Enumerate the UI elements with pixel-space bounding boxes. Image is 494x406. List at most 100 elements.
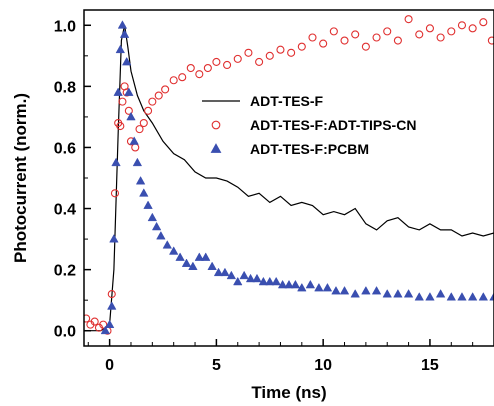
data-point: [297, 282, 307, 292]
data-point: [382, 289, 392, 298]
data-point: [371, 286, 382, 295]
legend-key-2: [210, 143, 222, 153]
data-point: [329, 27, 338, 36]
series-2: [100, 20, 494, 335]
data-point: [467, 292, 478, 301]
data-point: [436, 33, 445, 42]
data-point: [393, 289, 403, 298]
data-point: [351, 30, 360, 39]
data-point: [107, 301, 117, 310]
data-point: [100, 325, 111, 335]
data-point: [90, 317, 99, 326]
data-point: [168, 246, 179, 255]
data-point: [181, 258, 192, 267]
y-tick-label: 0.4: [54, 202, 76, 219]
data-point: [188, 261, 198, 270]
data-point: [203, 63, 212, 73]
data-point: [308, 33, 317, 42]
data-point: [297, 42, 306, 51]
data-point: [99, 320, 108, 329]
data-point: [403, 289, 414, 298]
legend-label: ADT-TES-F:ADT-TIPS-CN: [250, 117, 416, 133]
data-point: [319, 39, 328, 48]
data-point: [468, 24, 477, 33]
data-point: [252, 273, 262, 283]
plot-frame: [83, 9, 494, 347]
data-point: [245, 273, 256, 283]
data-point: [124, 87, 134, 96]
data-point: [489, 292, 494, 301]
data-point: [195, 70, 204, 79]
data-point: [305, 279, 316, 289]
legend-key-1: [211, 120, 221, 130]
data-point: [156, 231, 166, 240]
data-point: [116, 122, 125, 131]
data-point: [339, 286, 350, 295]
data-point: [331, 286, 341, 295]
data-point: [162, 240, 172, 249]
data-point: [135, 125, 144, 134]
x-tick-label: 10: [314, 357, 332, 374]
data-point: [265, 276, 275, 286]
data-point: [139, 188, 149, 197]
data-point: [414, 292, 424, 301]
x-tick-label: 5: [212, 357, 221, 374]
legend: ADT-TES-F ADT-TES-F:ADT-TIPS-CN ADT-TES-F:…: [202, 93, 416, 157]
series-layer: [84, 15, 494, 335]
data-point: [175, 252, 185, 261]
data-point: [110, 189, 120, 198]
data-point: [161, 85, 170, 94]
data-point: [404, 15, 413, 24]
data-point: [435, 289, 446, 298]
data-point: [178, 73, 187, 82]
data-point: [361, 42, 370, 51]
data-point: [118, 97, 127, 106]
x-axis: 0 5 10 15: [87, 339, 494, 374]
data-point: [446, 292, 456, 301]
data-point: [139, 118, 148, 128]
data-point: [233, 276, 243, 286]
data-point: [425, 292, 435, 301]
data-point: [135, 176, 146, 185]
data-point: [314, 282, 324, 292]
data-point: [265, 51, 274, 60]
x-axis-label: Time (ns): [251, 383, 326, 402]
data-point: [126, 111, 136, 121]
data-point: [144, 106, 153, 115]
data-point: [148, 97, 157, 106]
data-point: [207, 261, 217, 270]
legend-label: ADT-TES-F:PCBM: [250, 141, 369, 157]
data-point: [220, 267, 230, 277]
data-point: [131, 143, 140, 152]
data-point: [117, 20, 128, 29]
data-point: [287, 48, 296, 57]
data-point: [290, 279, 301, 289]
data-point: [425, 24, 434, 33]
data-point: [154, 91, 163, 100]
data-point: [322, 282, 333, 292]
y-tick-label: 1.0: [54, 18, 76, 35]
data-point: [151, 221, 162, 231]
data-point: [213, 267, 224, 277]
data-point: [457, 21, 467, 30]
data-point: [84, 314, 91, 323]
series-1: [84, 15, 494, 335]
data-point: [119, 29, 130, 38]
y-tick-label: 0.2: [54, 263, 76, 280]
data-point: [447, 27, 456, 36]
y-tick-label: 0.0: [54, 324, 76, 341]
data-point: [111, 157, 121, 167]
data-point: [223, 60, 232, 70]
data-point: [487, 36, 494, 45]
data-point: [478, 292, 489, 301]
data-point: [340, 36, 349, 45]
data-point: [233, 54, 242, 63]
data-point: [276, 45, 285, 54]
data-point: [143, 200, 153, 209]
data-point: [383, 27, 392, 36]
data-point: [212, 57, 221, 66]
data-point: [277, 279, 288, 289]
data-point: [109, 234, 119, 243]
data-point: [393, 36, 402, 45]
